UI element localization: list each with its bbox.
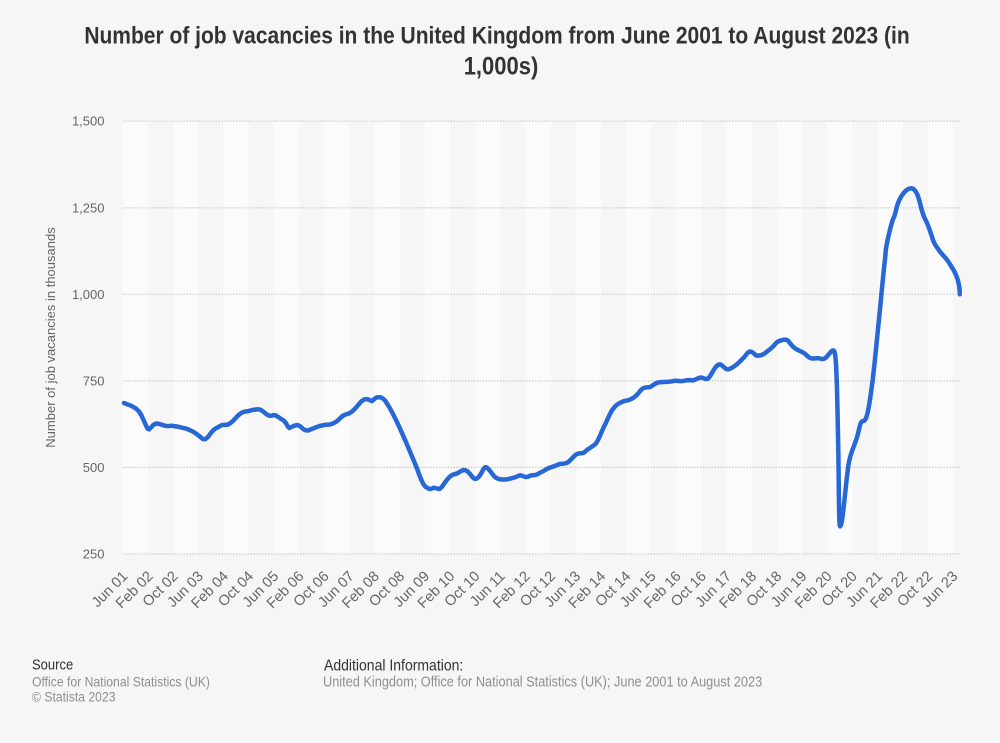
svg-text:750: 750 xyxy=(83,373,105,388)
svg-text:1,500: 1,500 xyxy=(72,114,105,129)
svg-text:250: 250 xyxy=(83,547,105,562)
svg-text:500: 500 xyxy=(83,460,105,475)
svg-text:1,250: 1,250 xyxy=(72,200,105,215)
svg-text:Number of job vacancies in tho: Number of job vacancies in thousands xyxy=(43,227,58,448)
svg-text:1,000: 1,000 xyxy=(72,287,105,302)
